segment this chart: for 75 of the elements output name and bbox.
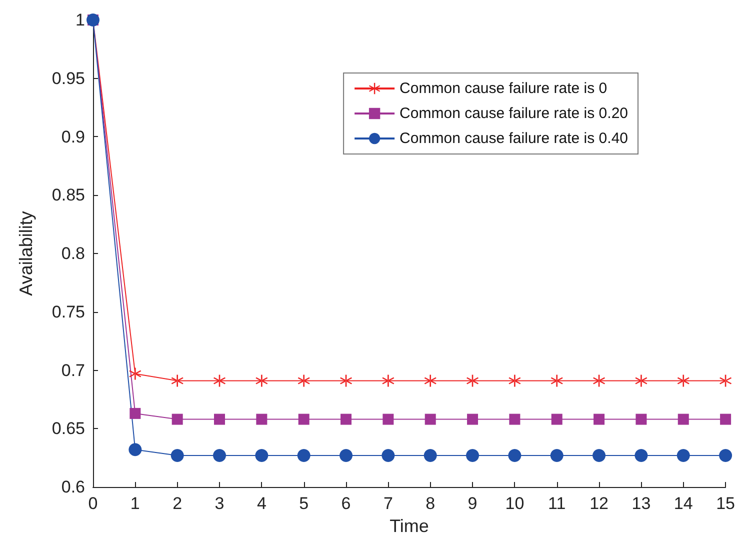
point	[340, 414, 352, 425]
point	[382, 448, 395, 462]
point	[678, 414, 689, 425]
point	[466, 374, 479, 387]
point	[508, 374, 521, 387]
x-tick-label: 6	[341, 494, 351, 513]
point	[720, 414, 732, 425]
point	[130, 408, 141, 419]
x-tick-label: 3	[214, 494, 224, 513]
y-axis-title: Availability	[16, 211, 36, 296]
point	[508, 448, 522, 462]
legend-label: Common cause failure rate is 0	[400, 80, 608, 97]
point	[171, 374, 184, 387]
point	[509, 414, 520, 425]
point	[298, 374, 310, 387]
x-tick-label: 5	[299, 494, 309, 513]
point	[256, 414, 268, 425]
x-tick-label: 8	[426, 494, 436, 513]
point	[129, 368, 142, 380]
point	[676, 448, 690, 462]
point	[424, 448, 437, 462]
y-tick-label: 0.75	[52, 302, 85, 322]
y-tick-label: 0.85	[52, 186, 85, 205]
y-tick-label: 0.9	[61, 127, 85, 146]
x-tick-label: 10	[505, 494, 524, 513]
point	[592, 448, 606, 462]
legend-label: Common cause failure rate is 0.40	[400, 130, 628, 147]
point	[128, 443, 142, 456]
x-tick-label: 7	[383, 494, 393, 513]
y-tick-label: 1	[76, 10, 85, 30]
point	[214, 414, 226, 425]
x-tick-label: 1	[130, 494, 140, 513]
y-tick-label: 0.65	[52, 419, 85, 438]
point	[170, 448, 184, 462]
point	[382, 374, 394, 387]
point	[213, 448, 226, 462]
point	[466, 448, 480, 462]
x-tick-label: 9	[468, 494, 478, 513]
point	[298, 414, 310, 425]
point	[340, 448, 353, 462]
x-tick-label: 0	[88, 494, 98, 513]
point	[720, 374, 732, 387]
point	[467, 414, 478, 425]
point	[677, 374, 690, 387]
legend-label: Common cause failure rate is 0.20	[400, 105, 628, 122]
point	[424, 374, 436, 387]
point	[551, 414, 562, 425]
point	[340, 374, 352, 387]
point	[594, 414, 605, 425]
point	[593, 374, 606, 387]
x-tick-label: 2	[172, 494, 182, 513]
point	[255, 448, 268, 462]
x-tick-label: 14	[674, 494, 693, 513]
point	[550, 374, 563, 387]
y-tick-label: 0.7	[61, 360, 85, 380]
x-tick-label: 12	[590, 494, 608, 513]
point	[719, 448, 732, 462]
y-tick-label: 0.8	[61, 244, 85, 263]
point	[550, 448, 564, 462]
x-tick-label: 13	[632, 494, 651, 513]
point	[297, 448, 310, 462]
point	[634, 448, 648, 462]
point	[256, 374, 268, 387]
x-axis-title: Time	[390, 516, 429, 536]
point	[172, 414, 183, 425]
point	[635, 374, 648, 387]
point	[382, 414, 394, 425]
point	[214, 374, 226, 387]
point	[636, 414, 647, 425]
point	[424, 414, 436, 425]
x-tick-label: 4	[256, 494, 266, 513]
y-tick-label: 0.95	[52, 68, 85, 88]
y-tick-label: 0.6	[61, 478, 85, 496]
x-tick-label: 15	[716, 494, 736, 513]
x-tick-label: 11	[548, 494, 566, 513]
